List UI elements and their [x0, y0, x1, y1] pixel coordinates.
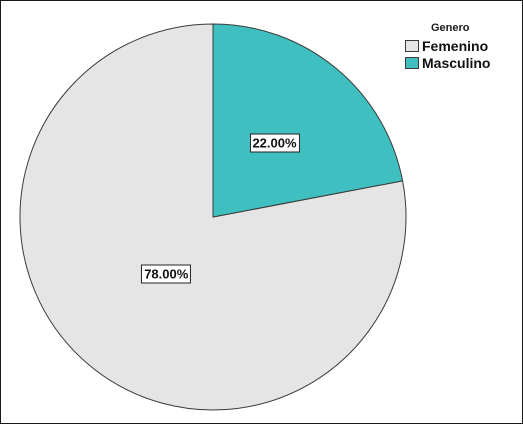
legend-label-femenino: Femenino — [422, 37, 489, 54]
legend-item-masculino: Masculino — [405, 54, 515, 71]
slice-label-femenino: 78.00% — [141, 264, 192, 283]
legend-swatch-masculino — [405, 56, 419, 69]
legend-item-femenino: Femenino — [405, 37, 515, 54]
legend-label-masculino: Masculino — [422, 54, 491, 71]
legend-title: Genero — [431, 22, 470, 34]
pie-slice-masculino — [212, 23, 404, 218]
pie-slice-femenino — [19, 23, 407, 411]
legend: Genero Femenino Masculino — [405, 21, 515, 71]
legend-swatch-femenino — [405, 39, 419, 52]
slice-label-masculino: 22.00% — [249, 133, 300, 153]
